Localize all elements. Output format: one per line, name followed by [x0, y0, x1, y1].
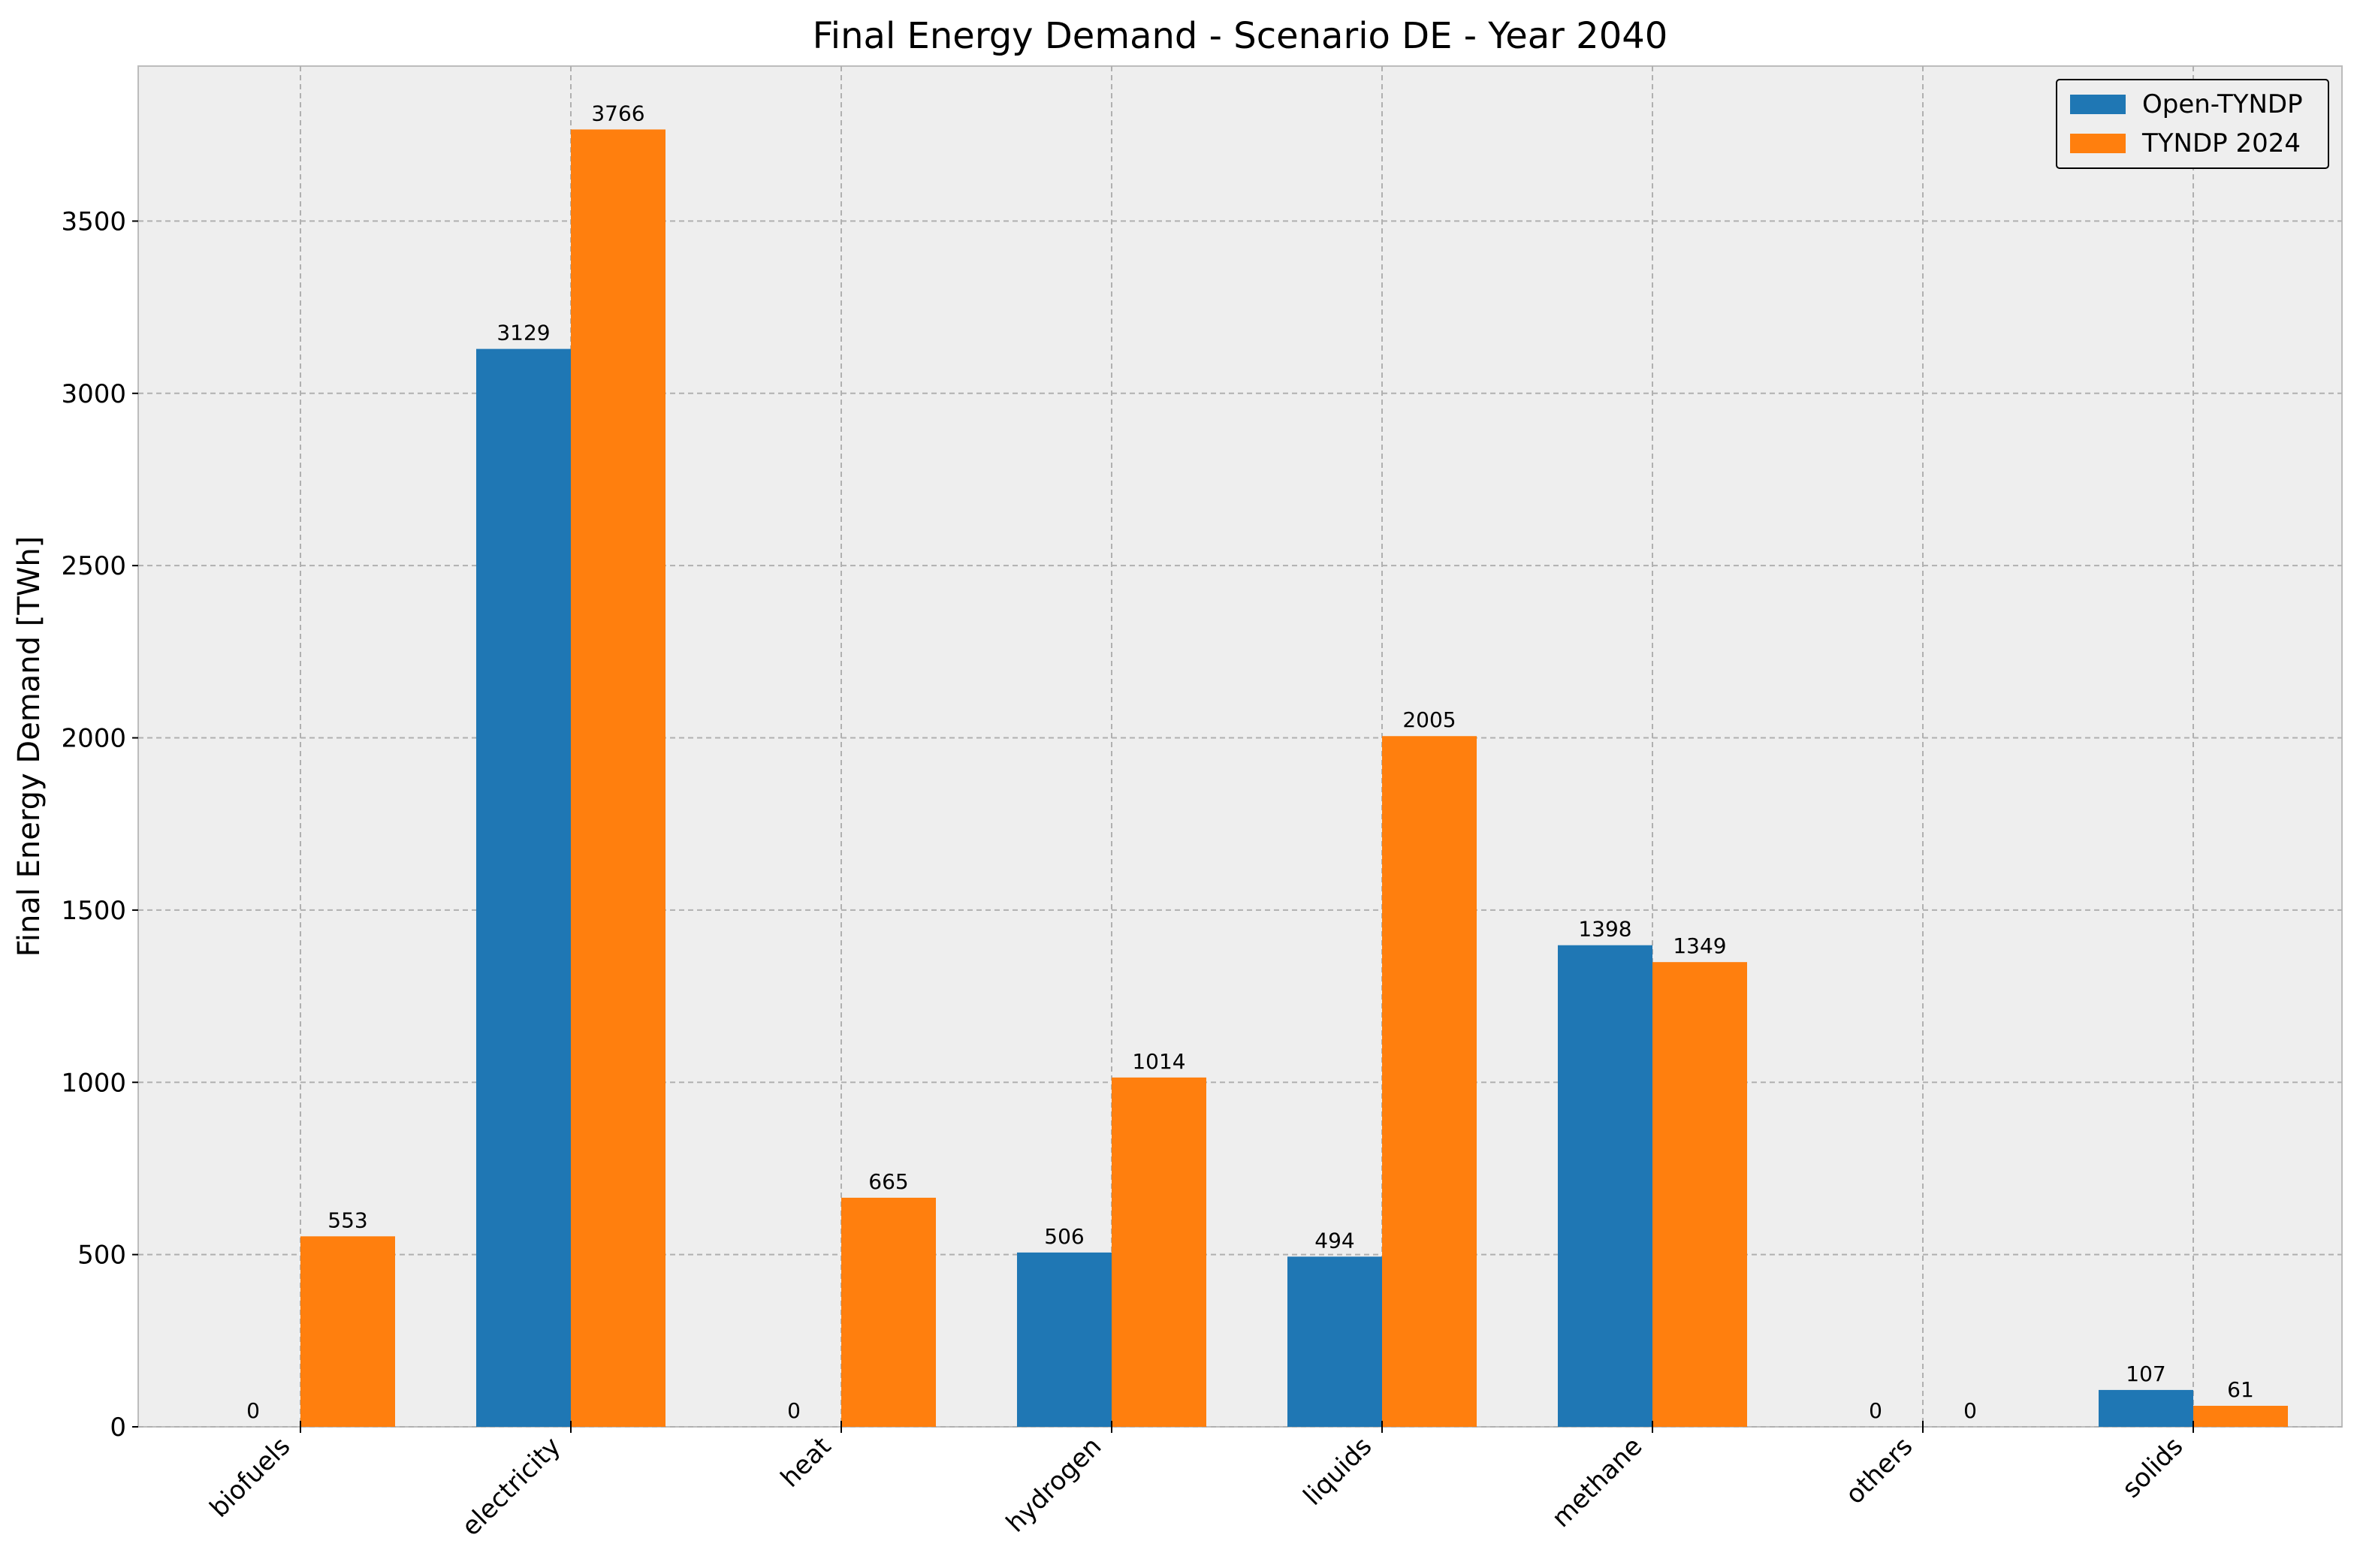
x-tick-label: hydrogen	[1000, 1431, 1107, 1538]
y-axis: 0 500 1000 1500 2000 2500 3000 3500	[61, 207, 138, 1443]
data-label: 553	[327, 1208, 367, 1232]
bar-hydrogen-0	[1017, 1252, 1112, 1427]
bar-solids-1	[2193, 1406, 2288, 1427]
y-axis-label: Final Energy Demand [TWh]	[12, 536, 47, 957]
legend-swatch	[2070, 95, 2126, 114]
legend: Open-TYNDP TYNDP 2024	[2056, 79, 2329, 169]
y-tick-label: 3500	[61, 207, 126, 237]
data-label: 0	[1963, 1398, 1977, 1423]
data-label: 0	[246, 1398, 260, 1423]
bar-electricity-0	[476, 348, 571, 1428]
x-tick-label: electricity	[456, 1431, 566, 1542]
x-tick-label: heat	[775, 1431, 837, 1493]
bar-liquids-0	[1287, 1256, 1382, 1427]
y-tick-label: 2000	[61, 724, 126, 754]
data-label: 0	[787, 1398, 801, 1423]
data-label: 3766	[591, 101, 644, 125]
x-tick-label: liquids	[1298, 1431, 1378, 1512]
x-tick-label: solids	[2117, 1431, 2190, 1504]
x-tick-label: biofuels	[204, 1431, 297, 1524]
y-tick-label: 2500	[61, 551, 126, 581]
chart-title: Final Energy Demand - Scenario DE - Year…	[813, 15, 1668, 57]
grid	[138, 66, 2342, 1428]
bar-methane-1	[1652, 962, 1747, 1427]
data-label: 1349	[1673, 933, 1726, 958]
bar-biofuels-1	[300, 1236, 395, 1427]
x-tick-label: methane	[1546, 1431, 1648, 1533]
bars	[300, 129, 2288, 1428]
bar-electricity-1	[571, 129, 665, 1427]
legend-label: Open-TYNDP	[2142, 89, 2303, 119]
x-tick-label: others	[1840, 1431, 1919, 1510]
y-tick-label: 500	[77, 1241, 126, 1271]
bar-hydrogen-1	[1112, 1077, 1206, 1427]
data-label: 2005	[1402, 707, 1456, 732]
data-label: 0	[1869, 1398, 1882, 1423]
data-label: 107	[2126, 1361, 2165, 1386]
y-tick-label: 0	[110, 1413, 126, 1443]
bar-methane-0	[1558, 945, 1652, 1427]
data-label: 494	[1314, 1228, 1354, 1253]
data-label: 1398	[1578, 917, 1631, 942]
x-axis: biofuels electricity heat hydrogen liquids me…	[204, 1421, 2194, 1542]
y-tick-label: 1000	[61, 1068, 126, 1098]
bar-heat-1	[841, 1197, 936, 1427]
data-label: 506	[1044, 1224, 1084, 1249]
plot-area	[137, 65, 2343, 1428]
bar-solids-0	[2099, 1389, 2193, 1427]
data-label: 3129	[496, 321, 550, 345]
y-tick-label: 3000	[61, 379, 126, 409]
data-labels: 0 3129 0 506 494 1398 0 107 553 3766 665 1014 2005 13…	[246, 101, 2254, 1423]
legend-swatch	[2070, 134, 2126, 153]
bar-liquids-1	[1382, 736, 1477, 1427]
y-tick-label: 1500	[61, 896, 126, 926]
legend-label: TYNDP 2024	[2141, 128, 2301, 158]
data-label: 1014	[1132, 1049, 1185, 1074]
data-label: 665	[868, 1169, 908, 1194]
data-label: 61	[2227, 1377, 2254, 1402]
